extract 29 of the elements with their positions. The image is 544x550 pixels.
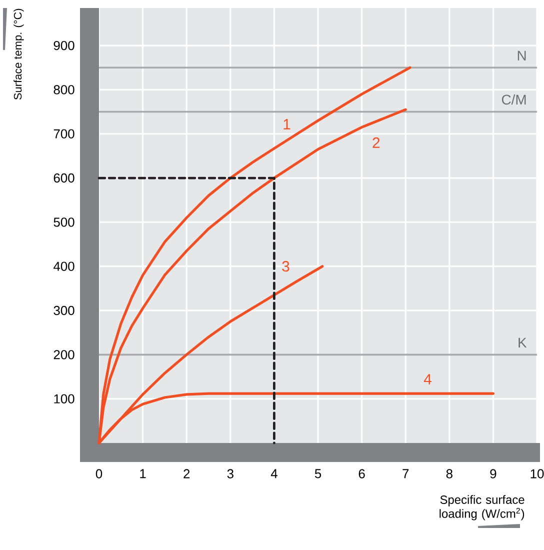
x-tick-label: 0	[96, 469, 102, 478]
x-tick-label: 1	[140, 469, 146, 478]
x-tick-label: 9	[490, 469, 496, 478]
y-tick-label: 100	[54, 394, 74, 404]
ref-line-label: C/M	[502, 94, 526, 105]
y-tick-label: 300	[54, 306, 74, 316]
x-tick-label: 5	[314, 469, 322, 478]
x-tick-label: 6	[358, 469, 365, 478]
y-tick-label: 500	[54, 218, 74, 227]
y-tick-label: 700	[54, 129, 74, 138]
x-tick-label: 7	[402, 469, 409, 478]
x-tick-label: 8	[446, 469, 452, 478]
x-tick-label: 3	[227, 469, 234, 478]
y-tick-label: 400	[54, 262, 74, 271]
ref-line-label: N	[518, 50, 526, 60]
y-tick-label: 200	[54, 350, 74, 360]
x-tick-label: 4	[270, 469, 278, 478]
x-tick-label: 10	[530, 469, 544, 478]
series-label: 3	[282, 261, 290, 272]
x-axis-title: Specific surface loading (W/cm$^{2}$)	[440, 495, 524, 520]
ref-line-label: K	[518, 338, 527, 348]
y-axis-title: Surface temp. (°C)	[14, 8, 24, 100]
series-label: 1	[284, 119, 290, 130]
y-tick-label: 800	[54, 85, 74, 94]
x-tick-label: 2	[184, 469, 190, 478]
y-tick-label: 600	[54, 173, 74, 183]
y-tick-label: 900	[54, 40, 74, 50]
series-label: 2	[372, 137, 380, 148]
series-label: 4	[424, 374, 432, 384]
